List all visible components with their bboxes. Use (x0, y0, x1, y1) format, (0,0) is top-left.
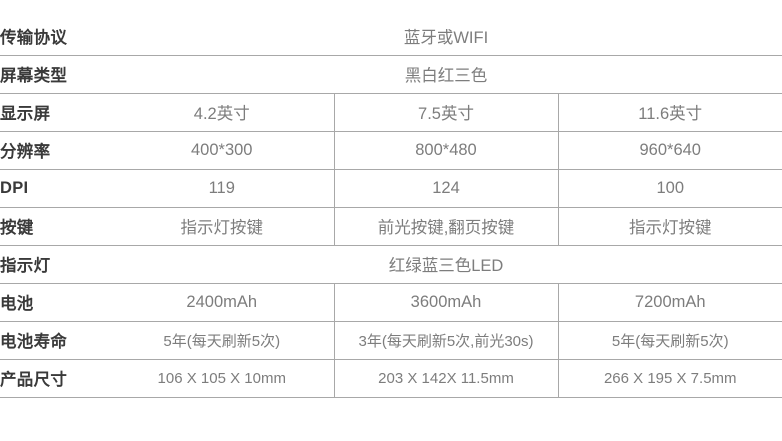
row-value-product-size-col2: 203 X 142X 11.5mm (333, 358, 558, 398)
row-value-battery-col1: 2400mAh (110, 282, 334, 321)
table-row: 按键 指示灯按键 前光按键,翻页按键 指示灯按键 (0, 206, 782, 245)
row-label-battery-life: 电池寿命 (0, 320, 110, 359)
table-row: 电池 2400mAh 3600mAh 7200mAh (0, 282, 782, 321)
row-value-product-size-col3: 266 X 195 X 7.5mm (557, 358, 782, 398)
specification-table-body: 传输协议 蓝牙或WIFI 屏幕类型 黑白红三色 显示屏 4.2英寸 7.5英寸 … (0, 17, 782, 398)
row-label-battery: 电池 (0, 282, 110, 321)
row-value-display-col2: 7.5英寸 (333, 92, 558, 131)
row-label-dpi: DPI (0, 168, 110, 207)
row-value-resolution-col1: 400*300 (110, 130, 334, 169)
table-row: 屏幕类型 黑白红三色 (0, 54, 782, 93)
row-value-display-col3: 11.6英寸 (557, 92, 782, 131)
row-label-product-size: 产品尺寸 (0, 358, 110, 398)
row-value-dpi-col2: 124 (333, 168, 558, 207)
row-value-dpi-col1: 119 (110, 168, 334, 207)
row-value-screen-type: 黑白红三色 (110, 54, 782, 93)
table-row: 指示灯 红绿蓝三色LED (0, 244, 782, 283)
table-row: 分辨率 400*300 800*480 960*640 (0, 130, 782, 169)
table-row: 显示屏 4.2英寸 7.5英寸 11.6英寸 (0, 92, 782, 131)
row-value-battery-life-col1: 5年(每天刷新5次) (110, 320, 334, 359)
row-value-battery-life-col2: 3年(每天刷新5次,前光30s) (333, 320, 558, 359)
table-row: 电池寿命 5年(每天刷新5次) 3年(每天刷新5次,前光30s) 5年(每天刷新… (0, 320, 782, 359)
row-value-indicator-light: 红绿蓝三色LED (110, 244, 782, 283)
row-label-screen-type: 屏幕类型 (0, 54, 110, 93)
row-value-resolution-col2: 800*480 (333, 130, 558, 169)
table-row: DPI 119 124 100 (0, 168, 782, 207)
table-row: 传输协议 蓝牙或WIFI (0, 17, 782, 55)
row-label-buttons: 按键 (0, 206, 110, 245)
row-value-resolution-col3: 960*640 (557, 130, 782, 169)
row-value-dpi-col3: 100 (557, 168, 782, 207)
table-row: 产品尺寸 106 X 105 X 10mm 203 X 142X 11.5mm … (0, 358, 782, 398)
row-value-battery-col3: 7200mAh (557, 282, 782, 321)
specification-table: 传输协议 蓝牙或WIFI 屏幕类型 黑白红三色 显示屏 4.2英寸 7.5英寸 … (0, 17, 782, 398)
row-value-battery-life-col3: 5年(每天刷新5次) (557, 320, 782, 359)
row-value-buttons-col2: 前光按键,翻页按键 (333, 206, 558, 245)
row-value-display-col1: 4.2英寸 (110, 92, 334, 131)
row-label-indicator-light: 指示灯 (0, 244, 110, 283)
row-value-transmission-protocol: 蓝牙或WIFI (403, 28, 489, 47)
row-label-resolution: 分辨率 (0, 130, 110, 169)
row-label-display: 显示屏 (0, 92, 110, 131)
row-value-battery-col2: 3600mAh (333, 282, 558, 321)
row-value-buttons-col3: 指示灯按键 (557, 206, 782, 245)
row-value-buttons-col1: 指示灯按键 (110, 206, 334, 245)
row-label-transmission-protocol: 传输协议 (0, 28, 68, 47)
row-value-product-size-col1: 106 X 105 X 10mm (110, 358, 334, 398)
